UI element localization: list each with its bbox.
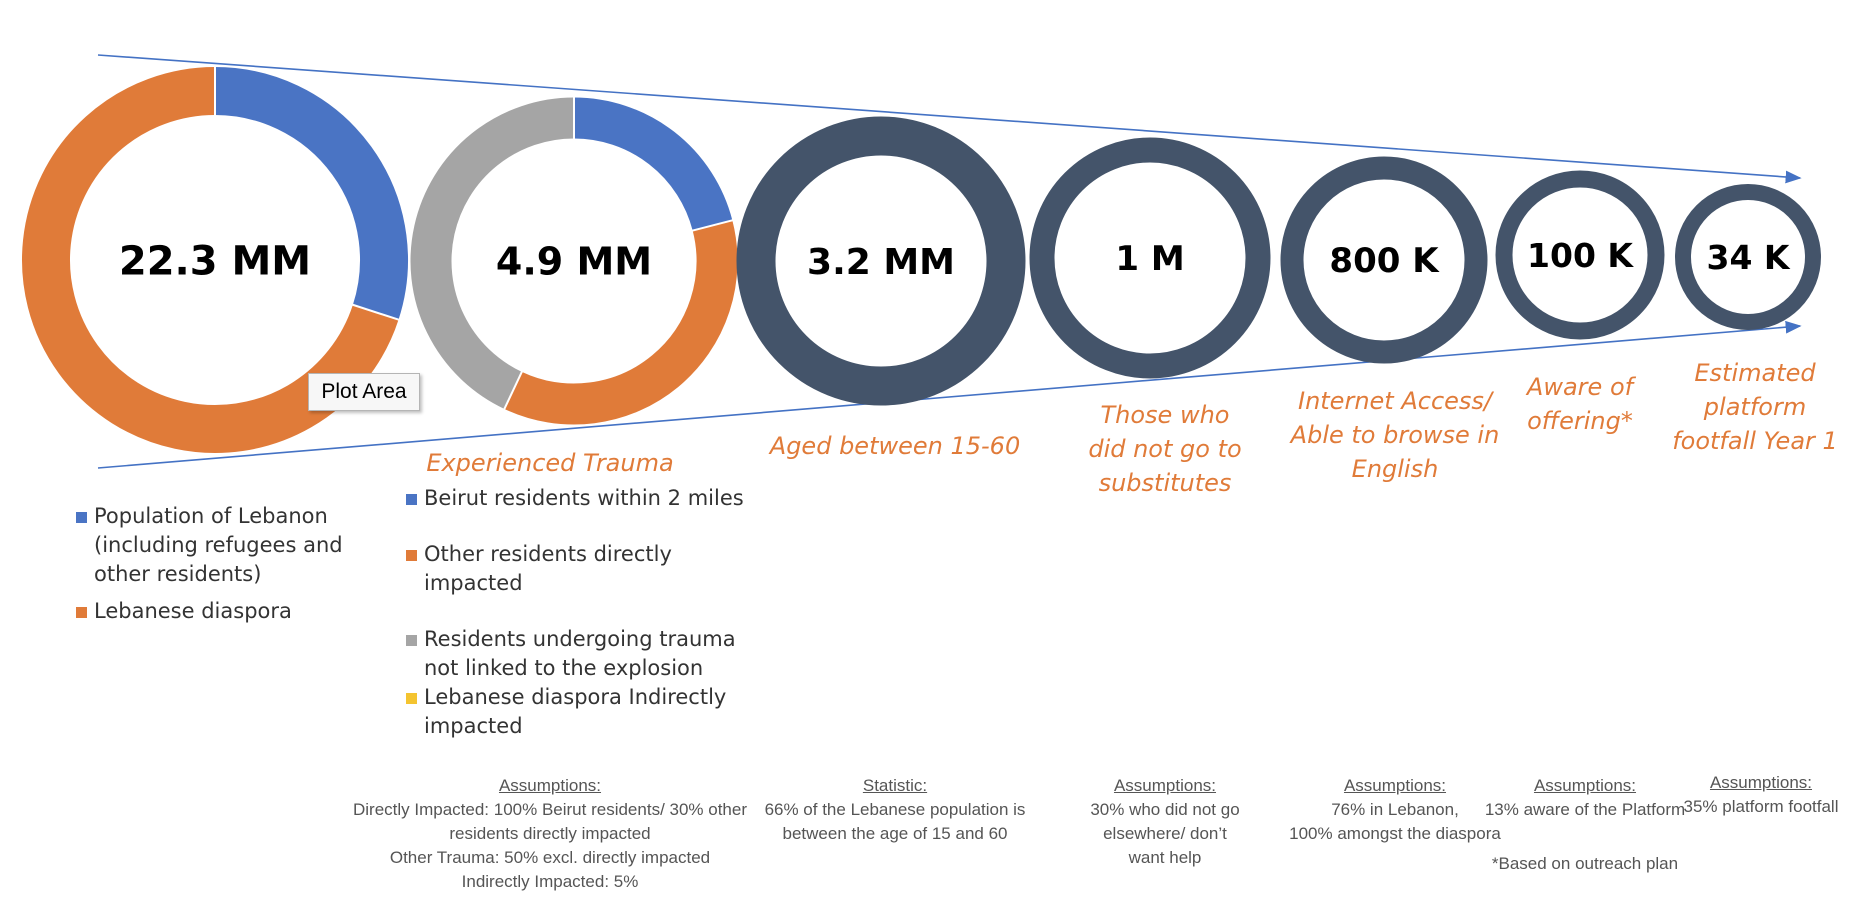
- stage-label-line: Internet Access/: [1297, 387, 1492, 415]
- legend-swatch: [406, 635, 417, 646]
- segment-divider: [503, 370, 524, 411]
- assumption-heading: Assumptions:: [1343, 776, 1447, 795]
- assumption-line: residents directly impacted: [449, 824, 651, 843]
- legend-label: Beirut residents within 2 miles: [424, 486, 744, 510]
- funnel-top-arrow: [97, 54, 1802, 184]
- assumption-line: Directly Impacted: 100% Beirut residents…: [352, 800, 748, 819]
- legend-label: Lebanese diaspora: [94, 599, 292, 623]
- ring-segment: [573, 97, 733, 232]
- stage-label-line: substitutes: [1098, 469, 1232, 497]
- footnote: *Based on outreach plan: [1491, 854, 1679, 873]
- legend-label: Lebanese diaspora Indirectly impacted: [424, 685, 727, 738]
- statistic-age: Statistic: 66% of the Lebanese population…: [760, 774, 1030, 846]
- assumption-heading: Statistic:: [862, 776, 928, 795]
- stage-label-line: did not go to: [1088, 435, 1242, 463]
- assumption-heading: Assumptions:: [1709, 773, 1813, 792]
- stage-value: 4.9 MM: [496, 240, 652, 284]
- stage-label-line: Aged between 15-60: [769, 432, 1021, 460]
- stage-label-footfall: Estimated platform footfall Year 1: [1660, 356, 1850, 458]
- assumption-line: 66% of the Lebanese population is: [764, 800, 1026, 819]
- stage-label-line: Those who: [1100, 401, 1230, 429]
- assumptions-footfall: Assumptions: 35% platform footfall: [1675, 771, 1847, 819]
- stage-label-line: English: [1351, 455, 1439, 483]
- stage-label-line: Estimated: [1694, 359, 1816, 387]
- legend-population: Population of Lebanon (including refugee…: [76, 502, 396, 626]
- assumptions-substitutes: Assumptions: 30% who did not go elsewhere/…: [1060, 774, 1270, 870]
- legend-item: Lebanese diaspora Indirectly impacted: [406, 683, 766, 741]
- funnel-stage-ring: 34 K: [1675, 184, 1821, 330]
- legend-swatch: [406, 693, 417, 704]
- assumptions-aware: Assumptions: 13% aware of the Platform: [1480, 774, 1690, 822]
- legend-item: Other residents directly impacted: [406, 540, 766, 598]
- stage-value: 800 K: [1329, 241, 1440, 281]
- plot-area-tooltip: Plot Area: [308, 373, 420, 411]
- segment-divider: [351, 303, 400, 321]
- stage-label-line: offering*: [1527, 407, 1633, 435]
- ring-segment: [214, 67, 408, 320]
- legend-swatch: [76, 607, 87, 618]
- legend-label: Population of Lebanon (including refugee…: [94, 504, 343, 586]
- assumption-line: Other Trauma: 50% excl. directly impacte…: [389, 848, 711, 867]
- ring-segment: [736, 116, 1026, 406]
- stage-value: 100 K: [1527, 236, 1634, 275]
- assumption-line: 35% platform footfall: [1683, 797, 1839, 816]
- stage-label-aged: Aged between 15-60: [750, 429, 1040, 463]
- funnel-stage-ring: 1 M: [1029, 137, 1271, 379]
- ring-segment: [1029, 137, 1271, 379]
- legend-item: Beirut residents within 2 miles: [406, 484, 766, 513]
- stage-value: 1 M: [1115, 239, 1184, 279]
- stage-value: 34 K: [1707, 238, 1791, 277]
- stage-label-line: Experienced Trauma: [426, 449, 674, 477]
- funnel-stage-ring: 4.9 MM: [410, 96, 738, 425]
- stage-label-substitutes: Those who did not go to substitutes: [1060, 398, 1270, 500]
- ring-segment: [22, 67, 399, 453]
- stage-label-experienced-trauma: Experienced Trauma: [400, 446, 700, 480]
- assumptions-trauma: Assumptions: Directly Impacted: 100% Beir…: [350, 774, 750, 894]
- legend-swatch: [406, 494, 417, 505]
- ring-segment: [504, 220, 738, 425]
- segment-divider: [691, 219, 734, 232]
- legend-label: Residents undergoing trauma not linked t…: [424, 627, 736, 680]
- legend-trauma: Beirut residents within 2 miles Other res…: [406, 484, 766, 741]
- legend-item: Lebanese diaspora: [76, 597, 396, 626]
- assumption-line: want help: [1128, 848, 1202, 867]
- stage-value: 3.2 MM: [807, 242, 955, 283]
- ring-segment: [1495, 170, 1665, 340]
- legend-item: Residents undergoing trauma not linked t…: [406, 625, 766, 683]
- assumptions-internet: Assumptions: 76% in Lebanon, 100% amongst …: [1280, 774, 1510, 846]
- ring-segment: [410, 97, 575, 409]
- stage-label-line: platform: [1703, 393, 1807, 421]
- assumption-heading: Assumptions:: [1533, 776, 1637, 795]
- ring-segment: [1675, 184, 1821, 330]
- assumption-line: 100% amongst the diaspora: [1289, 824, 1501, 843]
- assumption-line: between the age of 15 and 60: [782, 824, 1008, 843]
- assumption-line: 13% aware of the Platform: [1484, 800, 1686, 819]
- legend-label: Other residents directly impacted: [424, 542, 672, 595]
- legend-item: Population of Lebanon (including refugee…: [76, 502, 396, 589]
- stage-value: 22.3 MM: [119, 238, 311, 284]
- funnel-stage-ring: 3.2 MM: [736, 116, 1026, 406]
- assumption-line: 30% who did not go: [1090, 800, 1240, 819]
- funnel-bottom-arrow: [97, 320, 1802, 469]
- assumption-line: elsewhere/ don’t: [1103, 824, 1227, 843]
- assumption-line: 76% in Lebanon,: [1331, 800, 1459, 819]
- stage-label-line: Aware of: [1526, 373, 1634, 401]
- legend-swatch: [76, 512, 87, 523]
- stage-label-aware: Aware of offering*: [1490, 370, 1670, 438]
- assumption-heading: Assumptions:: [498, 776, 602, 795]
- stage-label-line: footfall Year 1: [1672, 427, 1838, 455]
- funnel-stage-ring: 100 K: [1495, 170, 1665, 340]
- stage-label-internet: Internet Access/Able to browse in English: [1270, 384, 1520, 486]
- stage-label-line: Able to browse in: [1290, 421, 1500, 449]
- assumption-heading: Assumptions:: [1113, 776, 1217, 795]
- assumption-line: Indirectly Impacted: 5%: [461, 872, 639, 891]
- ring-segment: [1280, 156, 1488, 364]
- legend-swatch: [406, 550, 417, 561]
- funnel-stage-ring: 800 K: [1280, 156, 1488, 364]
- funnel-stage-ring: 22.3 MM: [22, 66, 408, 453]
